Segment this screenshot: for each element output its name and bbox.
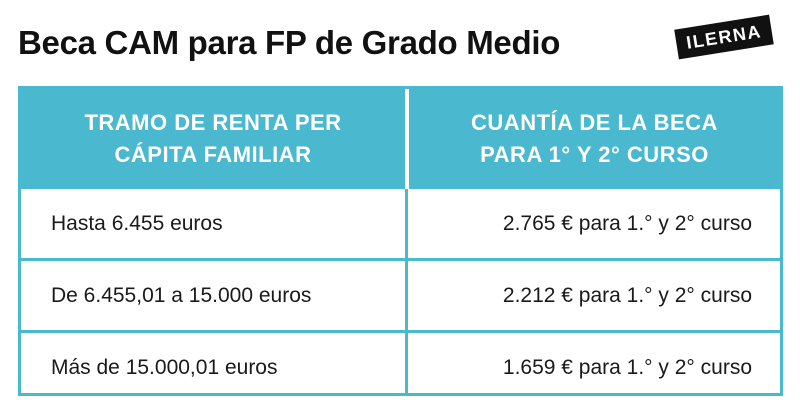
header-divider <box>405 89 409 189</box>
header-line: PARA 1° Y 2° CURSO <box>480 142 709 167</box>
header-line: CÁPITA FAMILIAR <box>114 142 312 167</box>
amount-cell: 2.212 € para 1.° y 2° curso <box>502 283 752 307</box>
header-line: TRAMO DE RENTA PER <box>84 110 342 135</box>
table-row: Más de 15.000,01 euros 1.659 € para 1.° … <box>21 333 780 402</box>
header-line: CUANTÍA DE LA BECA <box>471 110 718 135</box>
row-divider <box>21 330 780 333</box>
ilerna-logo: ILERNA <box>674 14 774 60</box>
row-divider <box>21 258 780 261</box>
logo-text: ILERNA <box>684 20 764 53</box>
table-header-row: TRAMO DE RENTA PER CÁPITA FAMILIAR CUANT… <box>21 89 780 189</box>
income-cell: Hasta 6.455 euros <box>51 211 223 235</box>
table-row: De 6.455,01 a 15.000 euros 2.212 € para … <box>21 261 780 330</box>
income-cell: De 6.455,01 a 15.000 euros <box>51 283 312 307</box>
column-divider <box>405 189 408 393</box>
header-income-bracket: TRAMO DE RENTA PER CÁPITA FAMILIAR <box>21 89 405 189</box>
header-amount: CUANTÍA DE LA BECA PARA 1° Y 2° CURSO <box>409 89 780 189</box>
amount-cell: 1.659 € para 1.° y 2° curso <box>502 355 752 379</box>
income-cell: Más de 15.000,01 euros <box>51 355 278 379</box>
scholarship-table: TRAMO DE RENTA PER CÁPITA FAMILIAR CUANT… <box>18 86 783 396</box>
amount-cell: 2.765 € para 1.° y 2° curso <box>502 211 752 235</box>
table-row: Hasta 6.455 euros 2.765 € para 1.° y 2° … <box>21 189 780 258</box>
page-title: Beca CAM para FP de Grado Medio <box>18 24 561 61</box>
